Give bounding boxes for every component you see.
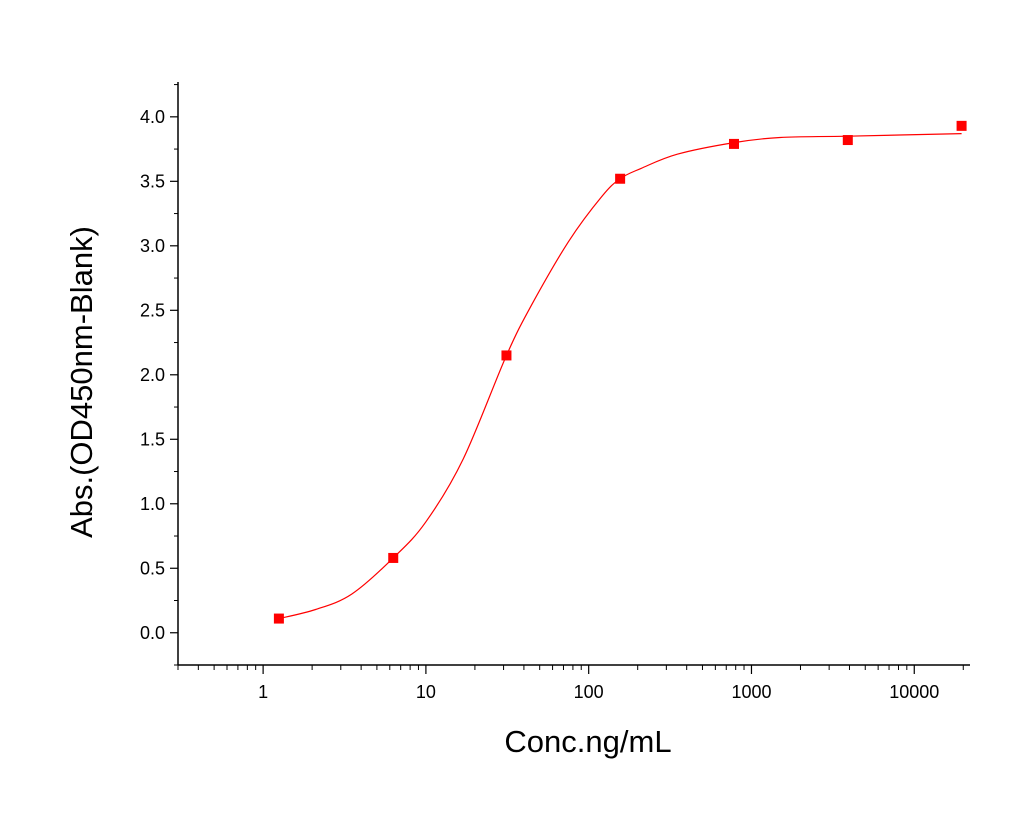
y-axis-title: Abs.(OD450nm-Blank) — [64, 226, 99, 538]
data-point — [842, 135, 853, 146]
y-tick-label: 0.5 — [140, 558, 165, 578]
y-tick-label: 2.0 — [140, 365, 165, 385]
y-tick-label: 0.0 — [140, 623, 165, 643]
y-tick-label: 3.5 — [140, 171, 165, 191]
x-tick-label: 10 — [416, 682, 436, 702]
y-tick-label: 3.0 — [140, 236, 165, 256]
y-tick-label: 1.5 — [140, 429, 165, 449]
y-ticks: 0.0 0.5 1.0 1.5 2.0 2.5 3.0 3.5 4.0 — [140, 84, 178, 666]
x-tick-label: 1 — [258, 682, 268, 702]
data-point — [956, 120, 967, 131]
x-ticks: 1 10 100 1000 10000 — [177, 665, 964, 702]
y-tick-label: 1.0 — [140, 494, 165, 514]
data-point — [615, 173, 626, 184]
x-axis-title: Conc.ng/mL — [504, 724, 671, 759]
x-tick-label: 10000 — [889, 682, 939, 702]
y-tick-label: 2.5 — [140, 300, 165, 320]
data-point — [273, 613, 284, 624]
data-points — [273, 120, 967, 624]
x-tick-label: 1000 — [731, 682, 771, 702]
data-point — [501, 350, 512, 361]
data-point — [728, 138, 739, 149]
y-tick-label: 4.0 — [140, 107, 165, 127]
fit-curve — [278, 133, 962, 620]
data-point — [388, 552, 399, 563]
x-tick-label: 100 — [574, 682, 604, 702]
